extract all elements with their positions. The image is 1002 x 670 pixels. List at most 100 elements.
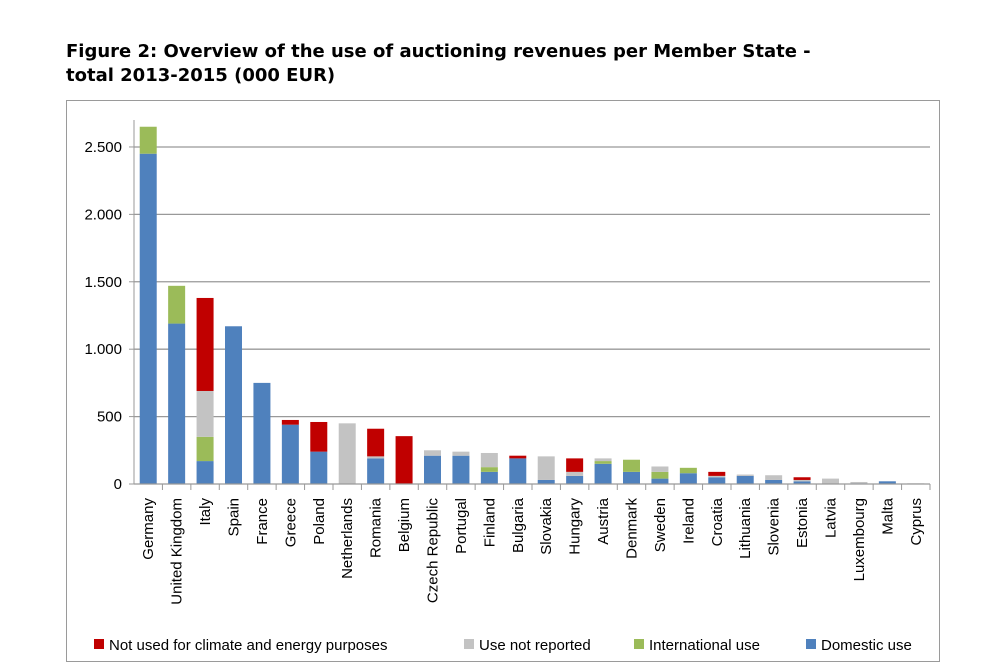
y-tick-label: 500 [97, 409, 122, 426]
bar-segment [708, 475, 726, 478]
bar-segment [793, 479, 811, 482]
bar-segment [566, 471, 584, 476]
bar-segment [168, 323, 186, 484]
y-tick-label: 2.000 [84, 206, 122, 223]
bar-segment [310, 451, 328, 484]
legend-label: Use not reported [479, 637, 591, 654]
bar-segment [679, 473, 697, 484]
bar-segment [452, 451, 470, 456]
bar-segment [367, 428, 385, 457]
bar-segment [480, 467, 498, 472]
x-category-label: Romania [368, 497, 385, 558]
bar-segment [168, 285, 186, 324]
bar-segment [736, 474, 754, 476]
x-category-label: Finland [481, 498, 498, 547]
legend-swatch [94, 639, 104, 649]
x-category-label: Luxembourg [851, 498, 868, 581]
x-category-label: Greece [282, 498, 299, 547]
chart-title: Figure 2: Overview of the use of auction… [66, 41, 811, 86]
bar-segment [793, 477, 811, 480]
legend-label: International use [649, 637, 760, 654]
x-category-label: Portugal [453, 498, 470, 554]
x-category-label: Czech Republic [425, 498, 442, 604]
bar-segment [708, 477, 726, 484]
bar-segment [281, 419, 299, 425]
y-tick-label: 0 [114, 476, 122, 493]
x-category-label: Hungary [567, 498, 584, 555]
bar-segment [537, 456, 555, 480]
x-category-label: Slovenia [766, 497, 783, 555]
bar-segment [765, 479, 783, 484]
bar-segment [139, 126, 157, 154]
chart-frame [66, 100, 940, 662]
bar-segment [566, 458, 584, 472]
bar-segment [480, 471, 498, 484]
legend-label: Domestic use [821, 637, 912, 654]
y-tick-label: 1.500 [84, 274, 122, 291]
bar-segment [651, 478, 669, 484]
bar-segment [623, 471, 640, 484]
x-category-label: Sweden [652, 498, 669, 552]
y-tick-label: 2.500 [84, 139, 122, 156]
x-category-label: Poland [311, 498, 328, 545]
x-category-label: Germany [140, 498, 157, 560]
bar-segment [424, 455, 441, 484]
bar-segment [566, 475, 584, 484]
legend-swatch [464, 639, 474, 649]
bar-segment [822, 478, 839, 484]
x-category-label: Denmark [624, 498, 641, 559]
bar-segment [537, 479, 555, 484]
bar-segment [480, 452, 498, 468]
x-category-label: Malta [879, 497, 896, 534]
x-category-label: Italy [197, 498, 214, 526]
bar-segment [395, 436, 413, 484]
x-category-label: Cyprus [908, 498, 925, 546]
x-category-label: Austria [595, 497, 612, 544]
bar-segment [594, 463, 612, 484]
x-category-label: Lithuania [737, 497, 754, 559]
bar-segment [623, 459, 640, 472]
bar-segment [196, 436, 214, 462]
bar-segment [253, 382, 271, 484]
x-category-label: Slovakia [538, 497, 555, 554]
bar-segment [281, 424, 299, 484]
bar-segment [424, 450, 441, 456]
bar-segment [509, 455, 527, 459]
bar-segment [196, 461, 214, 484]
legend-label: Not used for climate and energy purposes [109, 637, 388, 654]
x-category-label: Croatia [709, 497, 726, 546]
x-category-label: United Kingdom [169, 498, 186, 605]
y-tick-label: 1.000 [84, 341, 122, 358]
x-category-label: Estonia [794, 497, 811, 548]
bar-segment [594, 461, 612, 464]
bar-segment [651, 471, 669, 479]
bar-segment [196, 390, 214, 437]
bar-segment [708, 471, 726, 476]
x-category-label: Belgium [396, 498, 413, 552]
bar-segment [338, 423, 356, 484]
bar-segment [736, 475, 754, 484]
x-category-label: Ireland [680, 498, 697, 544]
bar-segment [225, 326, 242, 484]
bar-segment [878, 481, 896, 484]
bar-segment [139, 153, 157, 484]
x-category-label: Bulgaria [510, 497, 527, 553]
x-category-label: France [254, 498, 271, 545]
bar-segment [367, 456, 385, 459]
bar-segment [651, 466, 669, 472]
bar-segment [310, 421, 328, 452]
legend-swatch [806, 639, 816, 649]
bar-segment [679, 467, 697, 474]
bar-segment [196, 297, 214, 391]
bar-segment [452, 455, 470, 484]
bar-segment [509, 458, 527, 484]
legend-swatch [634, 639, 644, 649]
bar-segment [367, 458, 385, 484]
x-category-label: Netherlands [339, 498, 356, 579]
x-category-label: Spain [226, 498, 243, 536]
x-category-label: Latvia [823, 497, 840, 538]
bar-segment [850, 481, 868, 484]
bar-segment [793, 481, 811, 484]
bar-segment [594, 458, 612, 462]
